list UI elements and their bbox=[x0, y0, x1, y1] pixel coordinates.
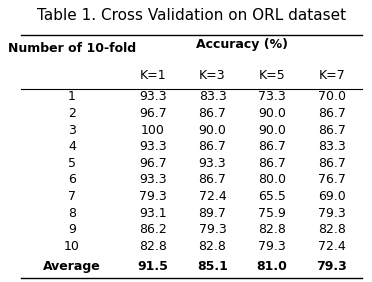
Text: 79.3: 79.3 bbox=[317, 260, 347, 273]
Text: 7: 7 bbox=[68, 190, 76, 203]
Text: 82.8: 82.8 bbox=[139, 240, 167, 253]
Text: Table 1. Cross Validation on ORL dataset: Table 1. Cross Validation on ORL dataset bbox=[36, 8, 346, 23]
Text: 86.7: 86.7 bbox=[258, 157, 286, 170]
Text: K=5: K=5 bbox=[259, 69, 286, 82]
Text: 93.1: 93.1 bbox=[139, 207, 167, 220]
Text: 81.0: 81.0 bbox=[257, 260, 288, 273]
Text: K=1: K=1 bbox=[140, 69, 166, 82]
Text: 79.3: 79.3 bbox=[318, 207, 346, 220]
Text: K=7: K=7 bbox=[318, 69, 345, 82]
Text: Number of 10-fold: Number of 10-fold bbox=[8, 42, 136, 55]
Text: 76.7: 76.7 bbox=[318, 173, 346, 186]
Text: 72.4: 72.4 bbox=[199, 190, 227, 203]
Text: 83.3: 83.3 bbox=[199, 91, 227, 103]
Text: 72.4: 72.4 bbox=[318, 240, 346, 253]
Text: 4: 4 bbox=[68, 140, 76, 153]
Text: 86.7: 86.7 bbox=[199, 173, 227, 186]
Text: 96.7: 96.7 bbox=[139, 157, 167, 170]
Text: 8: 8 bbox=[68, 207, 76, 220]
Text: 90.0: 90.0 bbox=[258, 124, 286, 137]
Text: 93.3: 93.3 bbox=[139, 91, 167, 103]
Text: 73.3: 73.3 bbox=[258, 91, 286, 103]
Text: 5: 5 bbox=[68, 157, 76, 170]
Text: 80.0: 80.0 bbox=[258, 173, 286, 186]
Text: 86.7: 86.7 bbox=[199, 140, 227, 153]
Text: 1: 1 bbox=[68, 91, 76, 103]
Text: 6: 6 bbox=[68, 173, 76, 186]
Text: 82.8: 82.8 bbox=[199, 240, 227, 253]
Text: 93.3: 93.3 bbox=[199, 157, 226, 170]
Text: 96.7: 96.7 bbox=[139, 107, 167, 120]
Text: 2: 2 bbox=[68, 107, 76, 120]
Text: 89.7: 89.7 bbox=[199, 207, 227, 220]
Text: 86.2: 86.2 bbox=[139, 223, 167, 236]
Text: 93.3: 93.3 bbox=[139, 173, 167, 186]
Text: 83.3: 83.3 bbox=[318, 140, 346, 153]
Text: 100: 100 bbox=[141, 124, 165, 137]
Text: 85.1: 85.1 bbox=[197, 260, 228, 273]
Text: 69.0: 69.0 bbox=[318, 190, 346, 203]
Text: K=3: K=3 bbox=[199, 69, 226, 82]
Text: 90.0: 90.0 bbox=[199, 124, 227, 137]
Text: 10: 10 bbox=[64, 240, 80, 253]
Text: Average: Average bbox=[43, 260, 101, 273]
Text: 79.3: 79.3 bbox=[258, 240, 286, 253]
Text: 86.7: 86.7 bbox=[258, 140, 286, 153]
Text: 86.7: 86.7 bbox=[318, 157, 346, 170]
Text: 65.5: 65.5 bbox=[258, 190, 286, 203]
Text: 70.0: 70.0 bbox=[318, 91, 346, 103]
Text: 79.3: 79.3 bbox=[199, 223, 227, 236]
Text: 82.8: 82.8 bbox=[318, 223, 346, 236]
Text: 91.5: 91.5 bbox=[137, 260, 168, 273]
Text: 86.7: 86.7 bbox=[318, 107, 346, 120]
Text: 3: 3 bbox=[68, 124, 76, 137]
Text: 9: 9 bbox=[68, 223, 76, 236]
Text: 82.8: 82.8 bbox=[258, 223, 286, 236]
Text: 86.7: 86.7 bbox=[318, 124, 346, 137]
Text: 79.3: 79.3 bbox=[139, 190, 167, 203]
Text: 93.3: 93.3 bbox=[139, 140, 167, 153]
Text: Accuracy (%): Accuracy (%) bbox=[196, 38, 288, 51]
Text: 90.0: 90.0 bbox=[258, 107, 286, 120]
Text: 86.7: 86.7 bbox=[199, 107, 227, 120]
Text: 75.9: 75.9 bbox=[258, 207, 286, 220]
